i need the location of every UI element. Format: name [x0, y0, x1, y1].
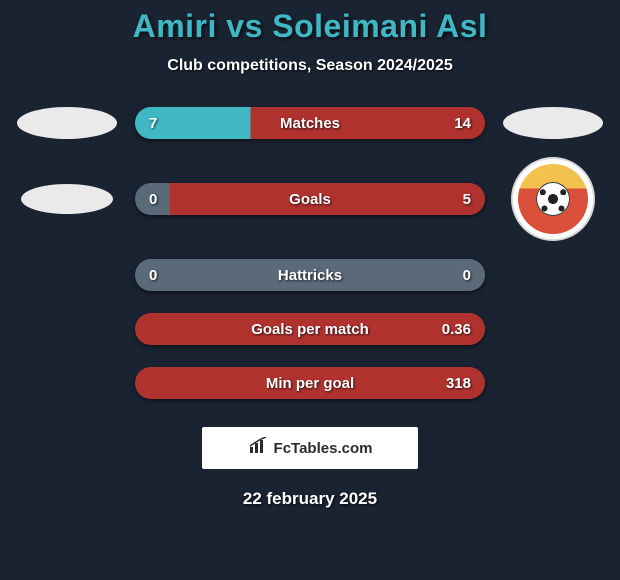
- stat-row: 7Matches14: [0, 103, 620, 143]
- stat-bar: Goals per match0.36: [135, 313, 485, 345]
- placeholder-ellipse-icon: [503, 107, 603, 139]
- stat-left-value: 0: [149, 191, 157, 208]
- brand-badge: FcTables.com: [202, 427, 418, 469]
- right-player-badge: [503, 309, 603, 349]
- stat-right-value: 0.36: [442, 321, 471, 338]
- right-player-badge: [503, 157, 603, 241]
- subtitle: Club competitions, Season 2024/2025: [0, 57, 620, 75]
- stat-row: Goals per match0.36: [0, 309, 620, 349]
- stat-bar: Min per goal318: [135, 367, 485, 399]
- stat-bar: 0Goals5: [135, 183, 485, 215]
- page-title: Amiri vs Soleimani Asl: [0, 8, 620, 45]
- stat-left-value: 7: [149, 115, 157, 132]
- stat-label: Goals: [135, 191, 485, 208]
- stat-label: Goals per match: [135, 321, 485, 338]
- left-player-badge: [17, 309, 117, 349]
- stats-list: 7Matches140Goals50Hattricks0Goals per ma…: [0, 103, 620, 403]
- stat-bar: 0Hattricks0: [135, 259, 485, 291]
- brand-text: FcTables.com: [274, 440, 373, 457]
- stat-left-value: 0: [149, 267, 157, 284]
- stat-right-value: 0: [463, 267, 471, 284]
- stat-right-value: 14: [454, 115, 471, 132]
- stat-right-value: 5: [463, 191, 471, 208]
- stat-row: 0Hattricks0: [0, 255, 620, 295]
- stat-row: Min per goal318: [0, 363, 620, 403]
- club-logo-icon: [511, 157, 595, 241]
- right-player-badge: [503, 103, 603, 143]
- right-player-badge: [503, 363, 603, 403]
- date-label: 22 february 2025: [0, 489, 620, 509]
- left-player-badge: [17, 255, 117, 295]
- stat-row: 0Goals5: [0, 157, 620, 241]
- left-player-badge: [17, 103, 117, 143]
- placeholder-ellipse-icon: [21, 184, 113, 214]
- stat-label: Matches: [135, 115, 485, 132]
- stat-label: Min per goal: [135, 375, 485, 392]
- stat-right-value: 318: [446, 375, 471, 392]
- stat-bar: 7Matches14: [135, 107, 485, 139]
- bar-chart-icon: [248, 437, 270, 460]
- left-player-badge: [17, 179, 117, 219]
- placeholder-ellipse-icon: [17, 107, 117, 139]
- right-player-badge: [503, 255, 603, 295]
- stat-label: Hattricks: [135, 267, 485, 284]
- comparison-card: Amiri vs Soleimani Asl Club competitions…: [0, 0, 620, 509]
- left-player-badge: [17, 363, 117, 403]
